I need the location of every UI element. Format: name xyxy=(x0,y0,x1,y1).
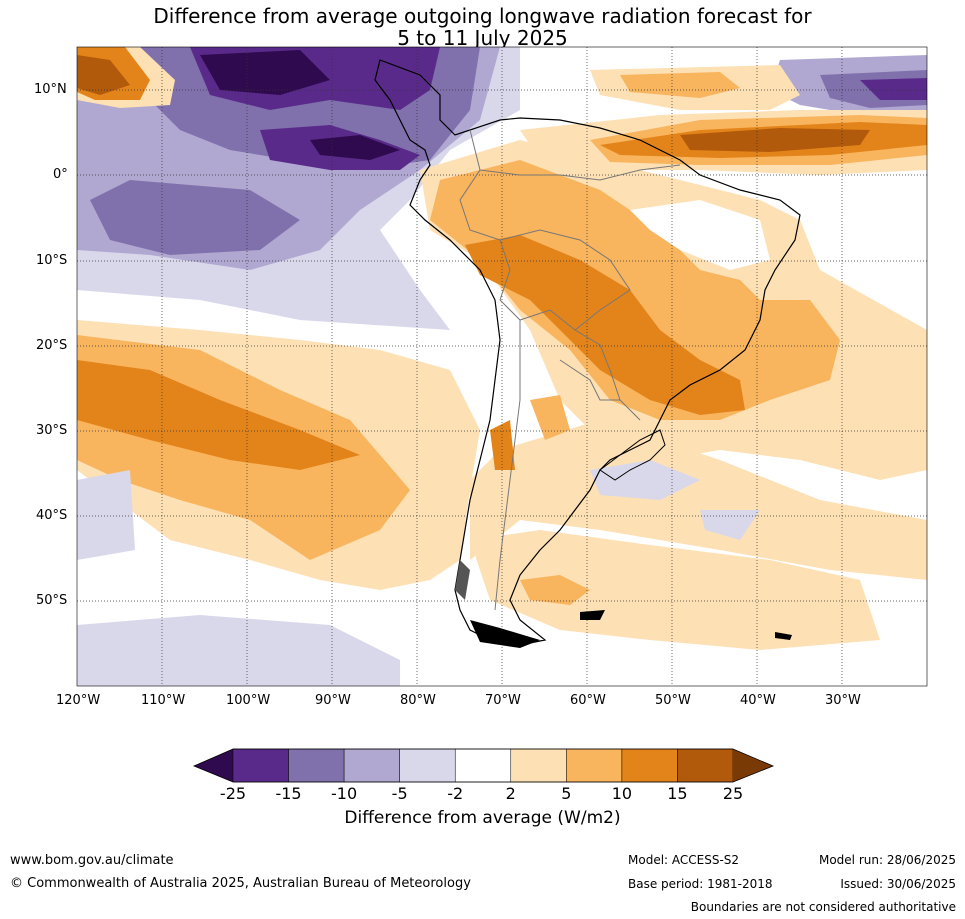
colorbar-cell xyxy=(288,748,345,783)
colorbar-tick-label: -25 xyxy=(219,784,247,803)
lon-label-60w: 60°W xyxy=(570,693,606,708)
anomaly-field xyxy=(77,47,927,686)
colorbar-tick-label: -15 xyxy=(275,784,302,803)
colorbar-cell xyxy=(343,748,400,783)
colorbar-extend-high xyxy=(733,749,773,782)
colorbar-tick-label: 5 xyxy=(561,784,572,803)
model-run-text: Model run: 28/06/2025 xyxy=(818,853,956,867)
lon-label-110w: 110°W xyxy=(141,693,186,708)
colorbar-tick-label: 2 xyxy=(505,784,516,803)
lon-label-100w: 100°W xyxy=(226,693,271,708)
colorbar xyxy=(192,748,775,783)
website-link[interactable]: www.bom.gov.au/climate xyxy=(10,853,174,868)
colorbar-cell xyxy=(677,748,734,783)
model-text: Model: ACCESS-S2 xyxy=(628,853,740,867)
colorbar-tick-label: 15 xyxy=(667,784,688,803)
colorbar-tick-label: -5 xyxy=(391,784,408,803)
colorbar-cell xyxy=(566,748,623,783)
lon-label-40w: 40°W xyxy=(740,693,776,708)
coastline xyxy=(374,59,801,648)
colorbar-cell xyxy=(454,748,512,783)
map-title-line-1: Difference from average outgoing longwav… xyxy=(153,4,812,28)
lat-label-50s: 50°S xyxy=(36,593,68,608)
lat-label-30s: 30°S xyxy=(36,423,68,438)
base-period-text: Base period: 1981-2018 xyxy=(628,877,773,891)
lat-label-10n: 10°N xyxy=(34,82,67,97)
country-borders xyxy=(459,129,681,611)
colorbar-label: Difference from average (W/m2) xyxy=(344,808,621,828)
colorbar-cell xyxy=(232,748,289,783)
colorbar-cell xyxy=(399,748,456,783)
lon-label-70w: 70°W xyxy=(485,693,521,708)
colorbar-cell xyxy=(621,748,678,783)
lat-label-10s: 10°S xyxy=(36,253,68,268)
issued-text: Issued: 30/06/2025 xyxy=(840,877,956,891)
lon-label-90w: 90°W xyxy=(315,693,351,708)
lat-label-40s: 40°S xyxy=(36,508,68,523)
lon-label-30w: 30°W xyxy=(825,693,861,708)
lat-label-0: 0° xyxy=(53,167,68,182)
lat-label-20s: 20°S xyxy=(36,338,68,353)
lon-label-50w: 50°W xyxy=(655,693,691,708)
colorbar-tick-label: 10 xyxy=(611,784,633,803)
disclaimer-text: Boundaries are not considered authoritat… xyxy=(690,900,956,914)
lon-label-120w: 120°W xyxy=(56,693,101,708)
colorbar-tick-label: 25 xyxy=(722,784,744,803)
colorbar-tick-label: -10 xyxy=(331,784,358,803)
graticule xyxy=(77,47,927,686)
map-frame xyxy=(76,46,928,687)
map-title-line-2: 5 to 11 July 2025 xyxy=(397,26,568,50)
colorbar-tick-label: -2 xyxy=(447,784,464,803)
colorbar-cell xyxy=(510,748,567,783)
colorbar-extend-low xyxy=(194,749,233,782)
lon-label-80w: 80°W xyxy=(400,693,436,708)
copyright-text: © Commonwealth of Australia 2025, Austra… xyxy=(10,876,471,891)
